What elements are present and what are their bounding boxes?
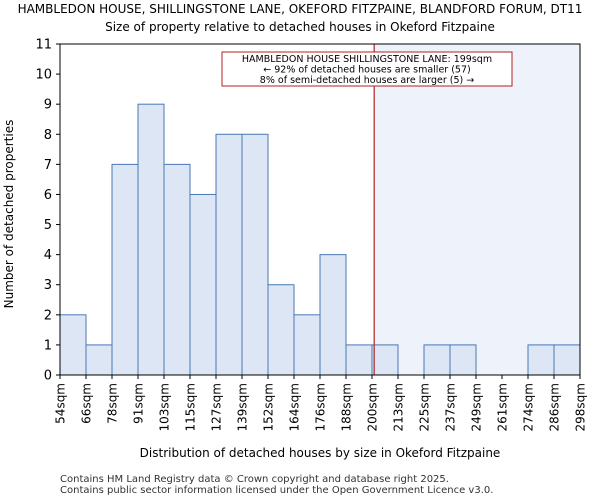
x-tick-label: 91sqm — [132, 383, 146, 424]
bar-274sqm — [527, 344, 555, 376]
y-tick-label: 11 — [35, 38, 52, 53]
bar-164sqm — [293, 314, 321, 376]
x-tick-label: 225sqm — [418, 383, 432, 431]
x-tick-label: 237sqm — [444, 383, 458, 431]
x-tick-label: 115sqm — [184, 383, 198, 431]
bar-286sqm — [553, 344, 581, 376]
y-tick-label: 10 — [35, 68, 52, 83]
y-tick-label: 3 — [44, 278, 52, 293]
annotation-title: HAMBLEDON HOUSE SHILLINGSTONE LANE: 199s… — [242, 54, 492, 65]
bar-237sqm — [449, 344, 477, 376]
x-tick-label: 152sqm — [262, 383, 276, 431]
highlight-region — [374, 44, 580, 375]
bar-66sqm — [85, 344, 113, 376]
annotation-box — [221, 51, 513, 87]
bar-54sqm — [59, 314, 87, 376]
bar-176sqm — [319, 254, 347, 376]
x-tick-label: 286sqm — [548, 383, 562, 431]
x-tick-label: 213sqm — [392, 383, 406, 431]
bar-225sqm — [423, 344, 451, 376]
x-tick-label: 127sqm — [210, 383, 224, 431]
x-tick-label: 249sqm — [470, 383, 484, 431]
x-tick-label: 176sqm — [314, 383, 328, 431]
bar-103sqm — [163, 163, 191, 376]
x-tick-label: 200sqm — [366, 383, 380, 431]
footer-licence: Contains public sector information licen… — [60, 485, 494, 496]
bar-188sqm — [345, 344, 373, 376]
x-tick-label: 164sqm — [288, 383, 302, 431]
annotation-larger: 8% of semi-detached houses are larger (5… — [260, 75, 474, 86]
bar-91sqm — [137, 103, 165, 376]
y-tick-label: 9 — [44, 98, 52, 113]
x-tick-label: 188sqm — [340, 383, 354, 431]
bar-152sqm — [267, 284, 295, 376]
x-tick-label: 274sqm — [522, 383, 536, 431]
y-tick-label: 7 — [44, 158, 52, 173]
x-tick-label: 103sqm — [158, 383, 172, 431]
annotation-smaller: ← 92% of detached houses are smaller (57… — [263, 65, 470, 76]
y-tick-label: 8 — [44, 128, 52, 143]
bar-200sqm — [371, 344, 399, 376]
bar-139sqm — [241, 133, 269, 376]
y-axis-label: Number of detached properties — [2, 120, 16, 309]
x-tick-label: 78sqm — [106, 383, 120, 424]
x-tick-label: 54sqm — [54, 383, 68, 424]
footer-copyright: Contains HM Land Registry data © Crown c… — [60, 474, 449, 485]
y-tick-label: 4 — [44, 248, 52, 263]
y-tick-label: 0 — [44, 369, 52, 384]
bar-115sqm — [189, 193, 217, 376]
chart-subtitle: Size of property relative to detached ho… — [105, 20, 495, 34]
chart-title: HAMBLEDON HOUSE, SHILLINGSTONE LANE, OKE… — [17, 2, 583, 16]
x-tick-label: 139sqm — [236, 383, 250, 431]
x-tick-label: 66sqm — [80, 383, 94, 424]
y-tick-label: 5 — [44, 218, 52, 233]
y-tick-label: 1 — [44, 338, 52, 353]
x-tick-label: 298sqm — [574, 383, 588, 431]
y-tick-label: 2 — [44, 308, 52, 323]
x-tick-label: 261sqm — [496, 383, 510, 431]
x-axis-label: Distribution of detached houses by size … — [140, 446, 501, 460]
bar-78sqm — [111, 163, 139, 376]
y-tick-label: 6 — [44, 188, 52, 203]
bar-127sqm — [215, 133, 243, 376]
